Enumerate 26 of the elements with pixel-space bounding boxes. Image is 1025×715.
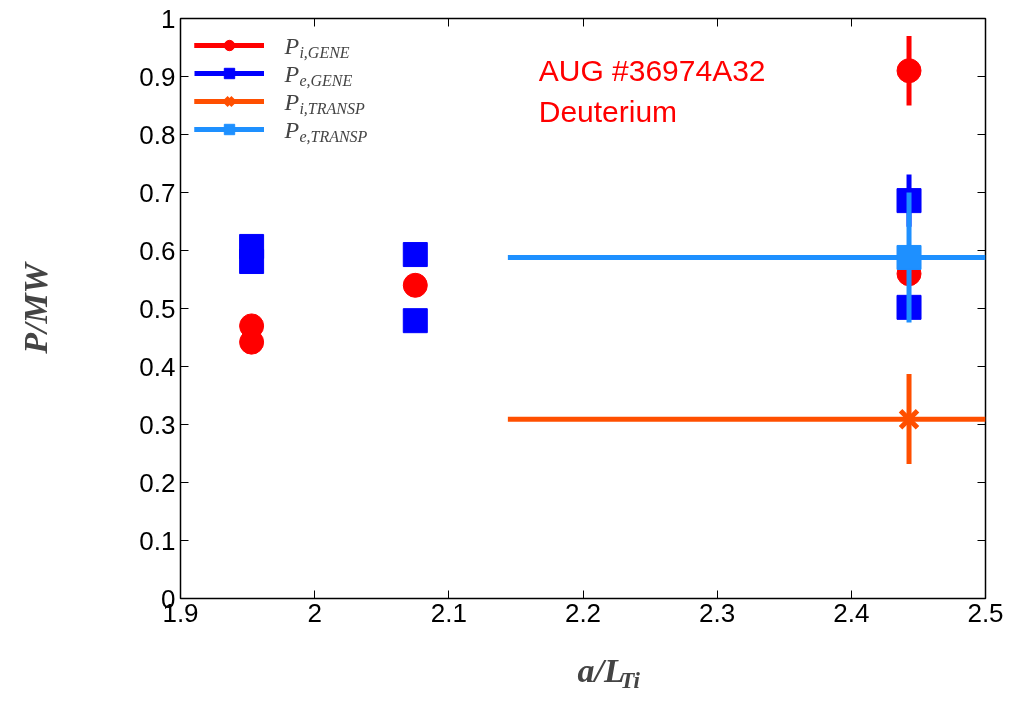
y-tick-label: 0.9 [139, 61, 176, 92]
point [896, 244, 922, 270]
annotation: Deuterium [538, 94, 678, 128]
x-tick-label: 2 [307, 597, 322, 628]
point [896, 58, 922, 84]
y-axis-title: P/MW [17, 260, 54, 355]
point [239, 249, 265, 275]
x-tick-label: 2.1 [430, 597, 467, 628]
x-tick-label: 2.4 [833, 597, 870, 628]
y-tick-label: 0.6 [139, 235, 176, 266]
y-tick-label: 0.3 [139, 409, 176, 440]
x-tick-label: 2.2 [564, 597, 602, 628]
y-tick-label: 0.7 [139, 177, 176, 208]
y-tick-label: 0.5 [139, 293, 176, 324]
y-tick-label: 1 [161, 3, 176, 34]
y-tick-label: 0.4 [139, 351, 176, 382]
y-tick-label: 0.8 [139, 119, 176, 150]
x-tick-label: 2.5 [967, 597, 1004, 628]
point [898, 408, 921, 431]
point [402, 308, 428, 334]
y-tick-label: 0.1 [139, 525, 176, 556]
annotation: AUG #36974A32 [538, 54, 766, 88]
point [402, 242, 428, 268]
x-tick-label: 2.3 [699, 597, 736, 628]
y-tick-label: 0.2 [139, 467, 176, 498]
point [402, 272, 428, 298]
